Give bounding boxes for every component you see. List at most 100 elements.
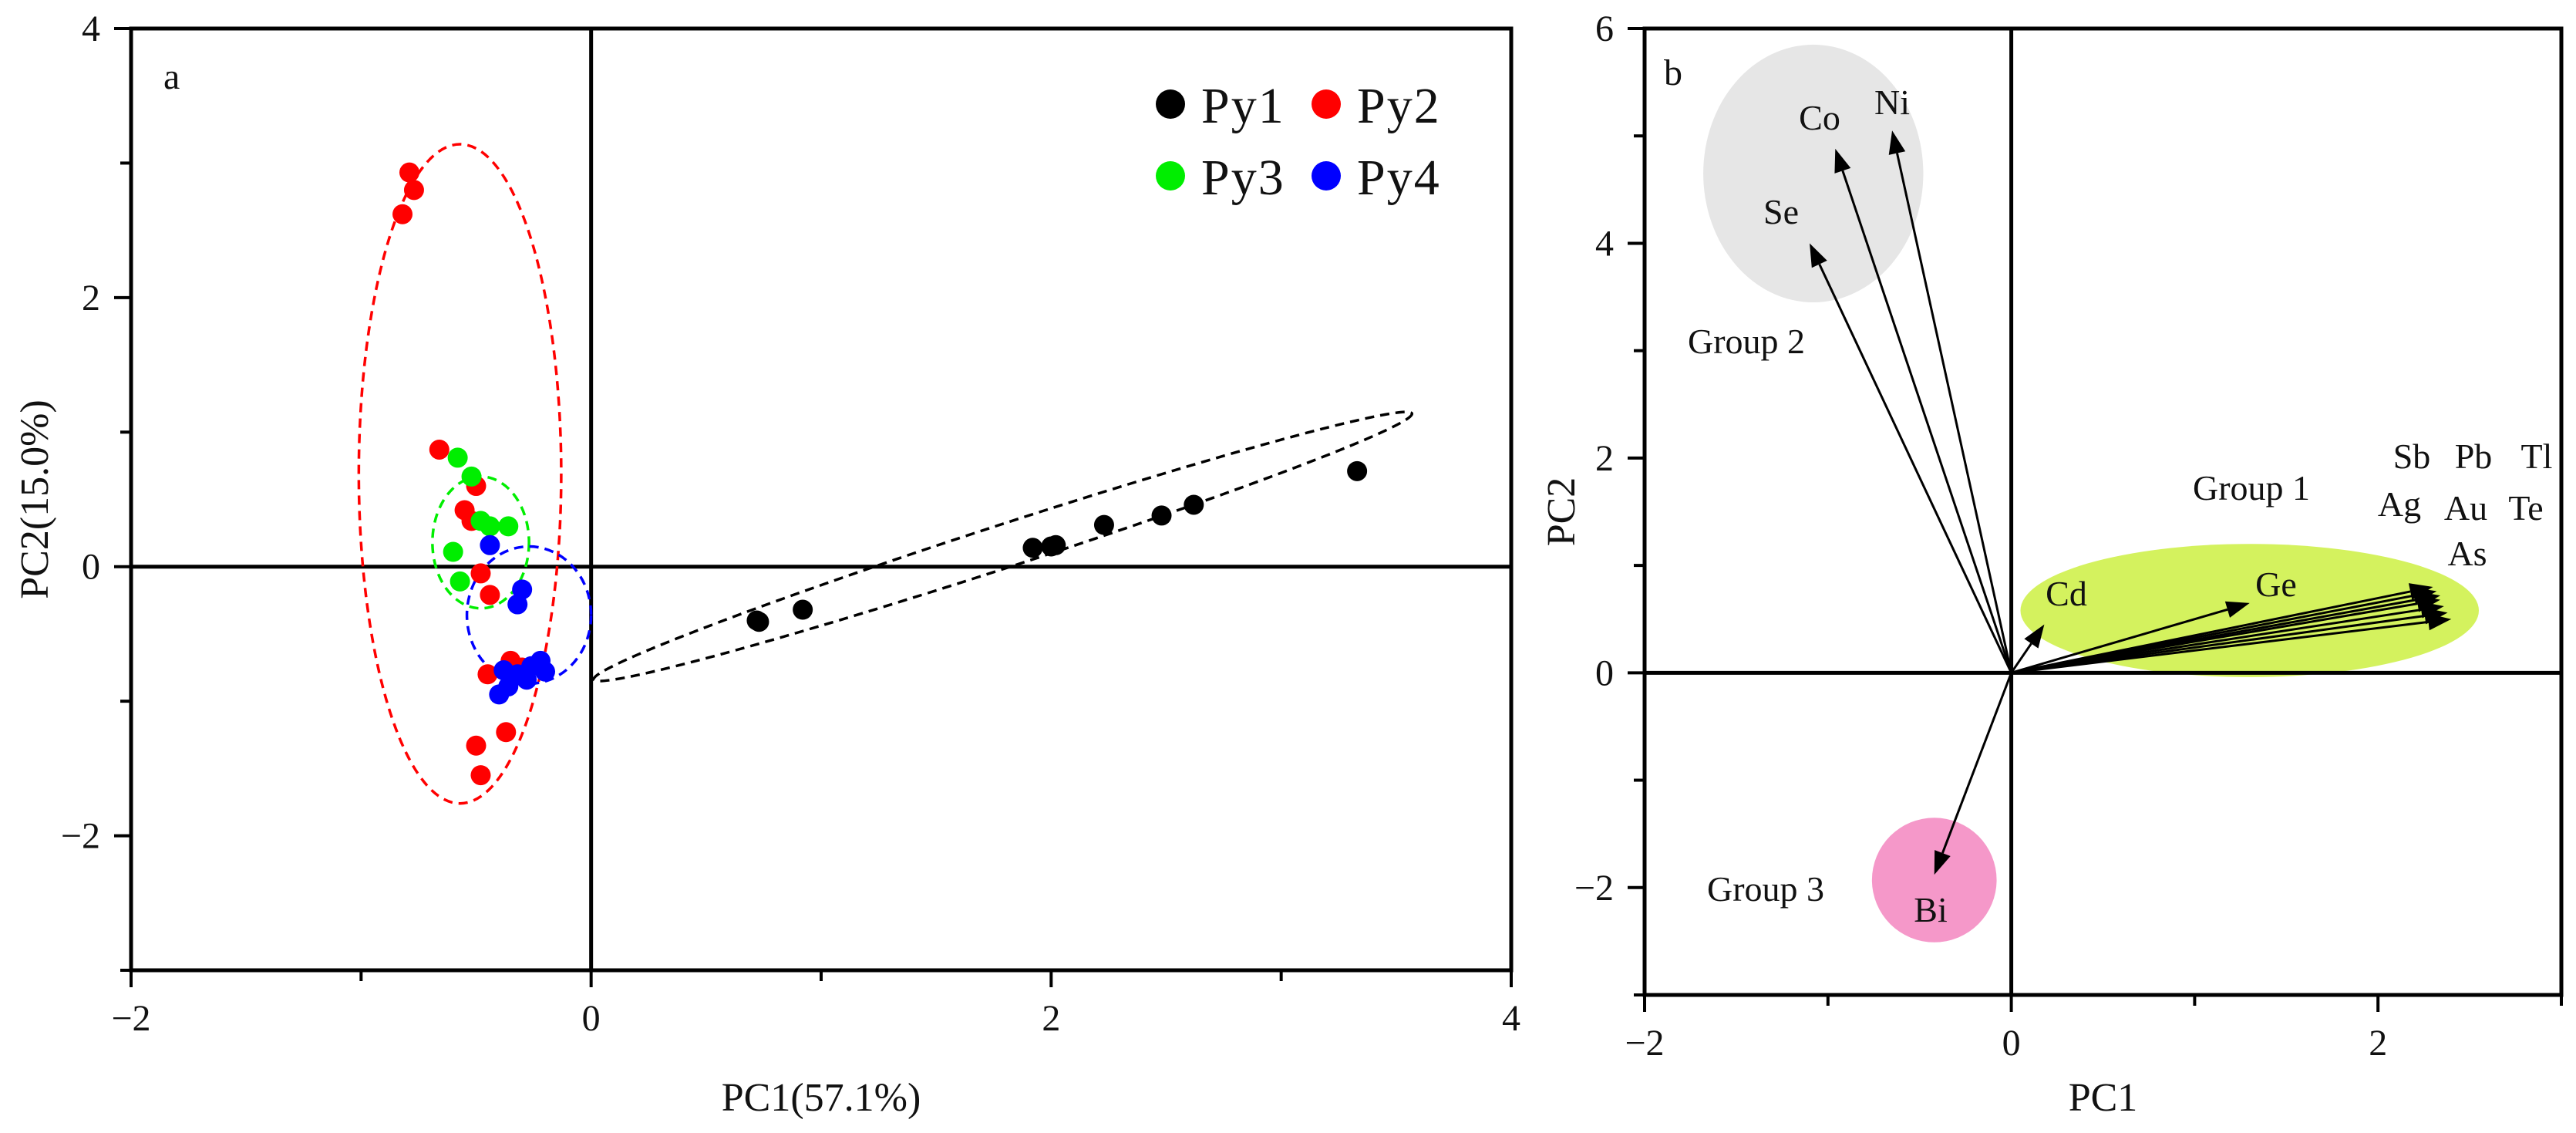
b-panel-letter: b bbox=[1664, 52, 1682, 93]
a-point-py3 bbox=[480, 516, 500, 537]
a-legend-label-py1: Py1 bbox=[1201, 78, 1285, 134]
b-y-axis-title: PC2 bbox=[1540, 477, 1584, 547]
a-y-axis-title: PC2(15.0%) bbox=[13, 400, 57, 599]
a-point-py1 bbox=[793, 599, 813, 620]
a-confidence-ellipse-py4 bbox=[465, 545, 593, 686]
a-point-py3 bbox=[498, 516, 519, 537]
panel-b-pca-loadings: Se Co Ni Cd Ge Sb Pb Tl Ag Au Te As Bi Group 1 Group 2… bbox=[1540, 8, 2564, 1120]
a-point-py4 bbox=[507, 664, 528, 685]
a-point-py2 bbox=[392, 204, 413, 224]
b-group-label-1: Group 1 bbox=[2193, 468, 2310, 507]
a-point-py2 bbox=[429, 439, 450, 460]
a-legend-label-py4: Py4 bbox=[1357, 150, 1441, 206]
a-point-py1 bbox=[749, 612, 769, 632]
a-y-tick-label: 2 bbox=[82, 278, 100, 319]
b-group-label-2: Group 2 bbox=[1688, 322, 1805, 361]
b-x-axis-title: PC1 bbox=[2069, 1076, 2138, 1120]
b-y-tick-label: −2 bbox=[1574, 868, 1614, 909]
a-x-tick-label: 0 bbox=[582, 998, 601, 1039]
a-point-py1 bbox=[1046, 534, 1066, 555]
a-point-py2 bbox=[496, 722, 517, 743]
b-group-region-2 bbox=[1703, 44, 1924, 303]
b-arrowhead-se bbox=[1810, 243, 1827, 268]
a-point-py2 bbox=[470, 563, 491, 584]
b-loading-vector-ni bbox=[1896, 153, 2013, 673]
a-point-py2 bbox=[466, 735, 487, 756]
a-point-py4 bbox=[530, 650, 551, 671]
b-group-label-3: Group 3 bbox=[1707, 869, 1824, 909]
b-arrowhead-as bbox=[2427, 613, 2452, 631]
a-legend-label-py2: Py2 bbox=[1357, 78, 1441, 134]
b-y-tick-label: 6 bbox=[1595, 8, 1614, 49]
b-y-tick-label: 4 bbox=[1595, 223, 1614, 264]
b-variable-label-tl: Tl bbox=[2521, 437, 2553, 476]
b-variable-label-co: Co bbox=[1799, 98, 1840, 137]
b-x-tick-label: 2 bbox=[2369, 1023, 2387, 1064]
b-variable-label-au: Au bbox=[2444, 488, 2487, 528]
a-legend-label-py3: Py3 bbox=[1201, 150, 1285, 206]
b-variable-label-ni: Ni bbox=[1874, 83, 1910, 122]
a-legend-marker-py1 bbox=[1156, 89, 1185, 119]
a-legend-marker-py2 bbox=[1312, 89, 1341, 119]
b-loading-vector-ge bbox=[2011, 608, 2228, 674]
b-variable-label-se: Se bbox=[1763, 192, 1799, 231]
a-point-py1 bbox=[1184, 494, 1204, 515]
a-point-py4 bbox=[507, 594, 528, 615]
a-plot-frame bbox=[129, 26, 1514, 973]
a-panel-letter: a bbox=[163, 56, 180, 97]
b-plot-frame bbox=[1642, 26, 2564, 997]
a-x-tick-label: −2 bbox=[111, 998, 150, 1039]
b-variable-label-cd: Cd bbox=[2046, 574, 2087, 613]
a-point-py2 bbox=[477, 664, 498, 685]
b-variable-label-bi: Bi bbox=[1914, 890, 1947, 929]
a-y-tick-label: 4 bbox=[82, 8, 100, 49]
b-arrowhead-cd bbox=[2024, 624, 2045, 649]
a-confidence-ellipse-py2 bbox=[357, 143, 563, 805]
b-y-tick-label: 2 bbox=[1595, 438, 1614, 479]
b-arrowhead-ni bbox=[1888, 130, 1906, 155]
a-point-py3 bbox=[447, 447, 468, 468]
b-group-region-3 bbox=[1871, 818, 1997, 942]
b-loading-vector-se bbox=[1818, 263, 2012, 673]
b-arrowhead-co bbox=[1834, 148, 1851, 174]
a-point-py4 bbox=[489, 684, 510, 705]
a-point-py1 bbox=[1347, 460, 1368, 481]
b-loading-vector-bi bbox=[1941, 672, 2013, 854]
a-point-py2 bbox=[399, 162, 419, 183]
b-y-tick-label: 0 bbox=[1595, 652, 1614, 693]
a-legend-marker-py4 bbox=[1312, 161, 1341, 191]
b-variable-label-te: Te bbox=[2508, 488, 2543, 528]
a-point-py2 bbox=[470, 765, 491, 786]
a-confidence-ellipse-py1 bbox=[592, 410, 1414, 683]
a-x-tick-label: 4 bbox=[1502, 998, 1520, 1039]
a-point-py1 bbox=[1093, 514, 1114, 535]
a-y-tick-label: 0 bbox=[82, 547, 100, 588]
b-arrowhead-bi bbox=[1934, 850, 1951, 875]
a-point-py3 bbox=[461, 466, 482, 487]
a-point-py4 bbox=[480, 534, 500, 555]
a-legend-marker-py3 bbox=[1156, 161, 1185, 191]
a-point-py1 bbox=[1022, 538, 1043, 558]
a-point-py3 bbox=[450, 571, 470, 592]
b-arrowhead-ge bbox=[2224, 601, 2250, 618]
a-y-tick-label: −2 bbox=[61, 816, 100, 857]
a-point-py2 bbox=[480, 585, 500, 605]
a-x-axis-title: PC1(57.1%) bbox=[722, 1076, 921, 1120]
panel-a-pca-scores: −2 0 2 4 −2 0 2 4 PC1(57.1%) PC2(15.0%) a Py1 Py2 Py3… bbox=[13, 8, 1520, 1120]
a-point-py2 bbox=[403, 180, 424, 201]
b-variable-label-ge: Ge bbox=[2255, 565, 2297, 604]
a-x-tick-label: 2 bbox=[1042, 998, 1060, 1039]
b-x-tick-label: −2 bbox=[1625, 1023, 1664, 1064]
b-loading-vector-co bbox=[1841, 170, 2013, 673]
b-x-tick-label: 0 bbox=[2002, 1023, 2021, 1064]
a-point-py1 bbox=[1151, 505, 1172, 526]
b-variable-label-sb: Sb bbox=[2393, 437, 2431, 476]
b-loading-vector-as bbox=[2011, 620, 2429, 674]
a-point-py3 bbox=[443, 541, 463, 562]
b-variable-label-as: As bbox=[2447, 534, 2487, 573]
b-variable-label-pb: Pb bbox=[2455, 437, 2493, 476]
b-variable-label-ag: Ag bbox=[2378, 484, 2421, 524]
b-group-region-1 bbox=[2020, 544, 2479, 677]
b-loading-vector-cd bbox=[2010, 642, 2032, 674]
